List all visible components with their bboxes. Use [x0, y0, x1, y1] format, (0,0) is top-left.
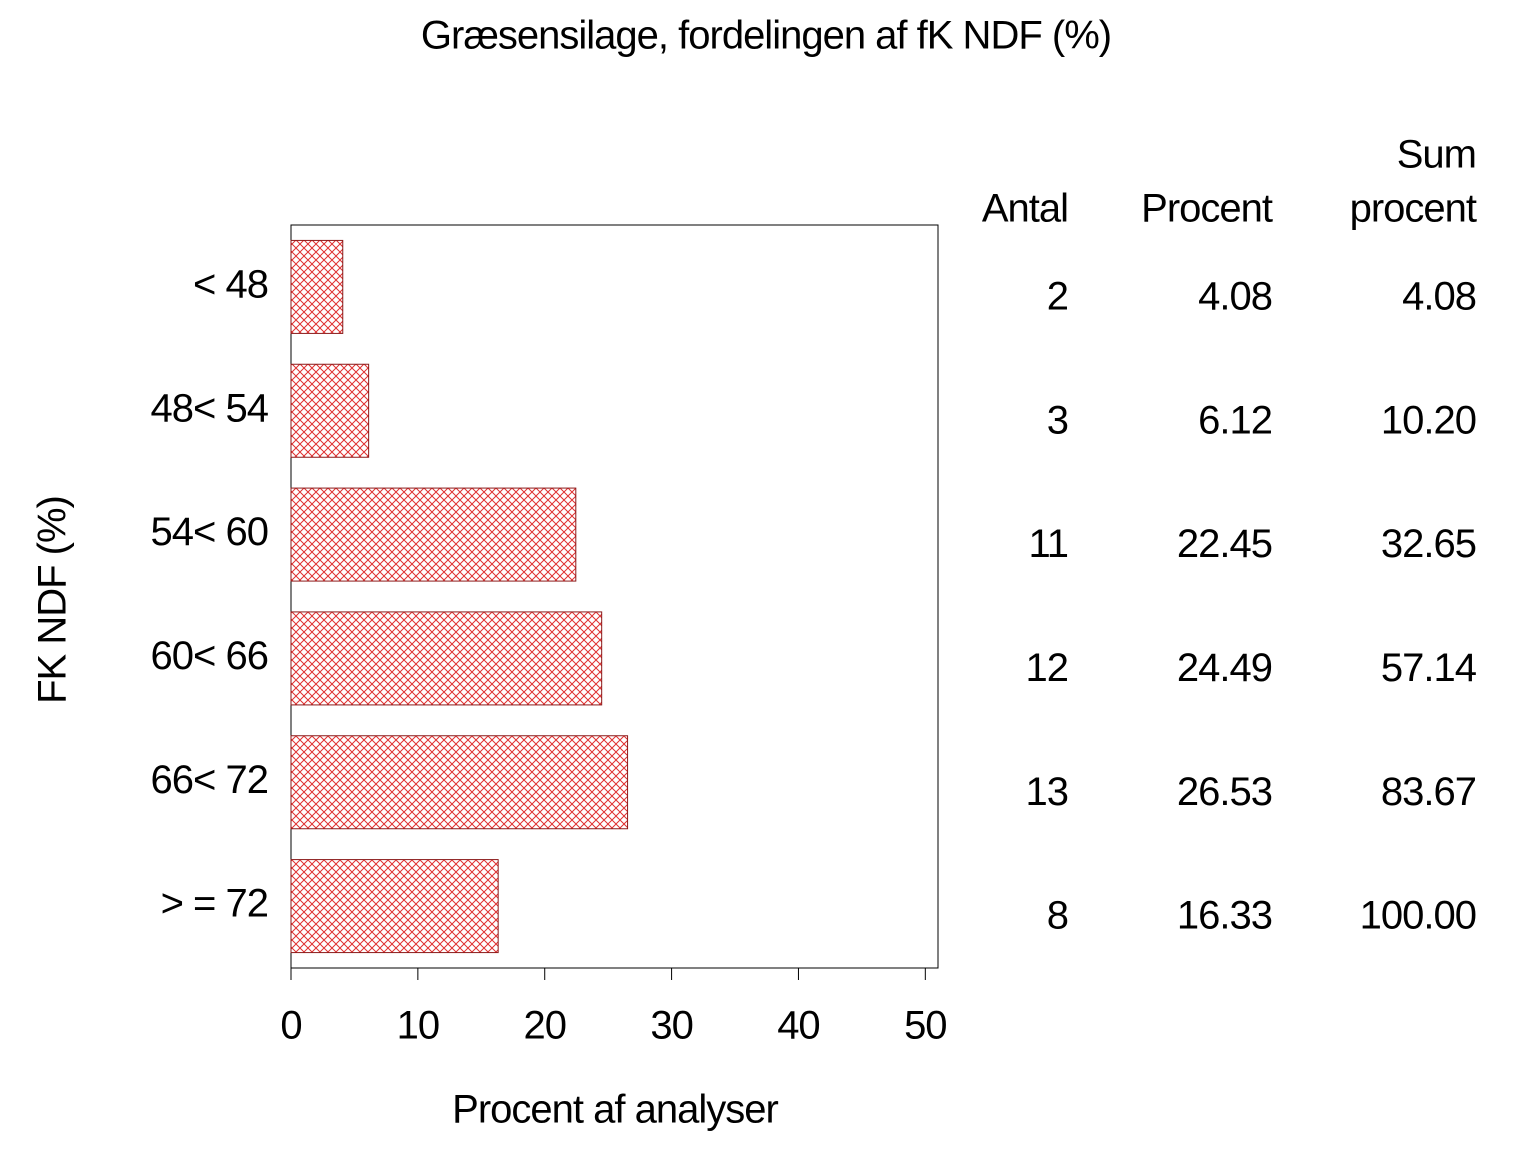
bar: [290, 487, 577, 582]
table-cell: 11: [1028, 522, 1068, 566]
y-tick-label: 54< 60: [151, 510, 268, 554]
y-tick-label: < 48: [193, 262, 268, 306]
table-cell: 16.33: [1177, 894, 1272, 938]
table-cell: 13: [1026, 770, 1069, 814]
x-tick-label: 30: [650, 1004, 693, 1048]
table-header: Antal: [982, 187, 1068, 231]
table-cell: 4.08: [1198, 274, 1272, 318]
table-cell: 26.53: [1177, 770, 1272, 814]
bar: [290, 735, 629, 830]
y-tick-label: 48< 54: [151, 386, 269, 430]
chart-title: Græsensilage, fordelingen af fK NDF (%): [421, 14, 1111, 58]
table-cell: 24.49: [1177, 646, 1272, 690]
table-cell: 2: [1047, 274, 1068, 318]
table-cell: 83.67: [1381, 770, 1476, 814]
table-cell: 57.14: [1381, 646, 1477, 690]
bar: [290, 239, 344, 334]
table-cell: 8: [1047, 894, 1068, 938]
y-tick-label: 60< 66: [151, 634, 268, 678]
x-tick-label: 40: [777, 1004, 820, 1048]
table-cell: 6.12: [1198, 398, 1272, 442]
x-axis-label: Procent af analyser: [452, 1088, 778, 1132]
bar: [290, 611, 603, 706]
table-cell: 22.45: [1177, 522, 1272, 566]
table-header: Procent: [1141, 187, 1273, 231]
x-tick-label: 50: [904, 1004, 947, 1048]
y-axis-label: FK NDF (%): [31, 496, 75, 704]
x-tick-label: 0: [280, 1004, 301, 1048]
x-tick-label: 10: [397, 1004, 440, 1048]
table-cell: 4.08: [1402, 274, 1476, 318]
x-tick-label: 20: [523, 1004, 566, 1048]
bar: [290, 363, 370, 458]
table-cell: 100.00: [1360, 894, 1476, 938]
y-tick-label: 66< 72: [151, 758, 268, 802]
table-cell: 12: [1026, 646, 1069, 690]
table-cell: 10.20: [1381, 398, 1476, 442]
bar: [290, 859, 499, 954]
table-cell: 32.65: [1381, 522, 1476, 566]
table-cell: 3: [1047, 398, 1068, 442]
y-tick-label: > = 72: [161, 882, 268, 926]
table-header: procent: [1350, 187, 1477, 231]
table-header: Sum: [1397, 133, 1476, 177]
plot-frame: [290, 224, 939, 969]
